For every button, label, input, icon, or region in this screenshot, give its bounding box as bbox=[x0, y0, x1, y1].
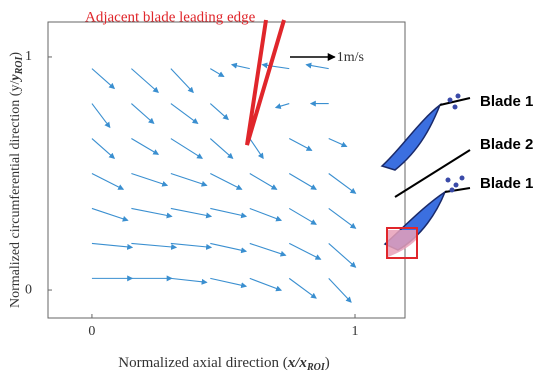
arrow bbox=[131, 138, 160, 155]
blade-label: Blade 2 bbox=[480, 136, 533, 153]
y-label-end: ) bbox=[8, 52, 23, 57]
arrow bbox=[328, 208, 357, 229]
arrow bbox=[210, 242, 248, 254]
arrow bbox=[91, 207, 129, 222]
arrow bbox=[170, 172, 208, 187]
pointer bbox=[439, 97, 471, 106]
x-axis-label: Normalized axial direction (x/xROI) bbox=[118, 355, 329, 373]
arrow bbox=[131, 242, 178, 250]
arrow bbox=[261, 62, 290, 70]
roi-box bbox=[386, 227, 418, 259]
particles bbox=[445, 93, 465, 193]
y-label-text: Normalized circumferential direction (y/ bbox=[8, 81, 23, 309]
annotation: Adjacent blade leading edge bbox=[85, 9, 256, 25]
arrow bbox=[249, 277, 283, 292]
arrow bbox=[210, 277, 248, 289]
blade-schematic: Blade 1 Blade 2 Blade 1 bbox=[380, 93, 533, 259]
arrow bbox=[170, 277, 208, 285]
arrow bbox=[274, 103, 290, 109]
arrow bbox=[249, 207, 283, 222]
arrow bbox=[210, 173, 243, 190]
arrow bbox=[288, 207, 317, 225]
arrow bbox=[210, 207, 248, 219]
arrow bbox=[209, 103, 229, 121]
arrow bbox=[230, 62, 250, 70]
reference-label: 1m/s bbox=[337, 50, 364, 65]
x-label-text: Normalized axial direction ( bbox=[118, 355, 288, 371]
y-tick-label: 1 bbox=[25, 49, 32, 64]
arrow bbox=[131, 68, 159, 94]
quiver bbox=[91, 62, 357, 303]
arrow bbox=[131, 103, 155, 125]
y-label-sub: ROI bbox=[14, 56, 25, 76]
arrow bbox=[210, 68, 225, 78]
arrow bbox=[170, 68, 194, 94]
arrow bbox=[131, 172, 169, 187]
arrow bbox=[249, 138, 264, 160]
arrow bbox=[170, 242, 213, 250]
y-axis-label: Normalized circumferential direction (y/… bbox=[8, 52, 25, 308]
arrow bbox=[170, 138, 204, 159]
pointer bbox=[444, 187, 471, 193]
axes-box bbox=[47, 21, 406, 319]
y-label-var: y bbox=[8, 74, 23, 83]
arrow bbox=[170, 207, 213, 219]
arrow bbox=[288, 138, 313, 151]
arrow bbox=[328, 243, 357, 268]
blade-label: Blade 1 bbox=[480, 175, 533, 192]
arrow bbox=[249, 242, 287, 257]
arrow bbox=[328, 138, 348, 148]
arrow bbox=[91, 103, 111, 129]
arrow bbox=[91, 68, 116, 90]
blade-middle bbox=[394, 149, 471, 198]
arrow bbox=[170, 103, 199, 124]
x-tick-label: 0 bbox=[88, 324, 95, 339]
y-tick-label: 0 bbox=[25, 282, 32, 297]
arrow bbox=[91, 138, 116, 160]
arrow bbox=[288, 277, 317, 299]
blade-label: Blade 1 bbox=[480, 93, 533, 110]
x-label-end: ) bbox=[325, 355, 330, 371]
arrow bbox=[288, 242, 322, 260]
roi-fill bbox=[388, 230, 416, 257]
arrow bbox=[249, 173, 278, 190]
arrow bbox=[328, 173, 357, 194]
x-tick-label: 1 bbox=[352, 324, 359, 339]
arrow bbox=[288, 173, 317, 190]
leading-edge bbox=[245, 19, 286, 146]
arrow bbox=[91, 173, 125, 190]
arrow bbox=[91, 242, 134, 250]
blade-top bbox=[380, 102, 442, 171]
arrow bbox=[209, 138, 234, 160]
x-label-var: x/x bbox=[287, 355, 308, 371]
arrow bbox=[131, 207, 173, 219]
arrow bbox=[328, 278, 352, 303]
x-label-sub: ROI bbox=[306, 362, 326, 373]
arrow bbox=[305, 62, 329, 70]
